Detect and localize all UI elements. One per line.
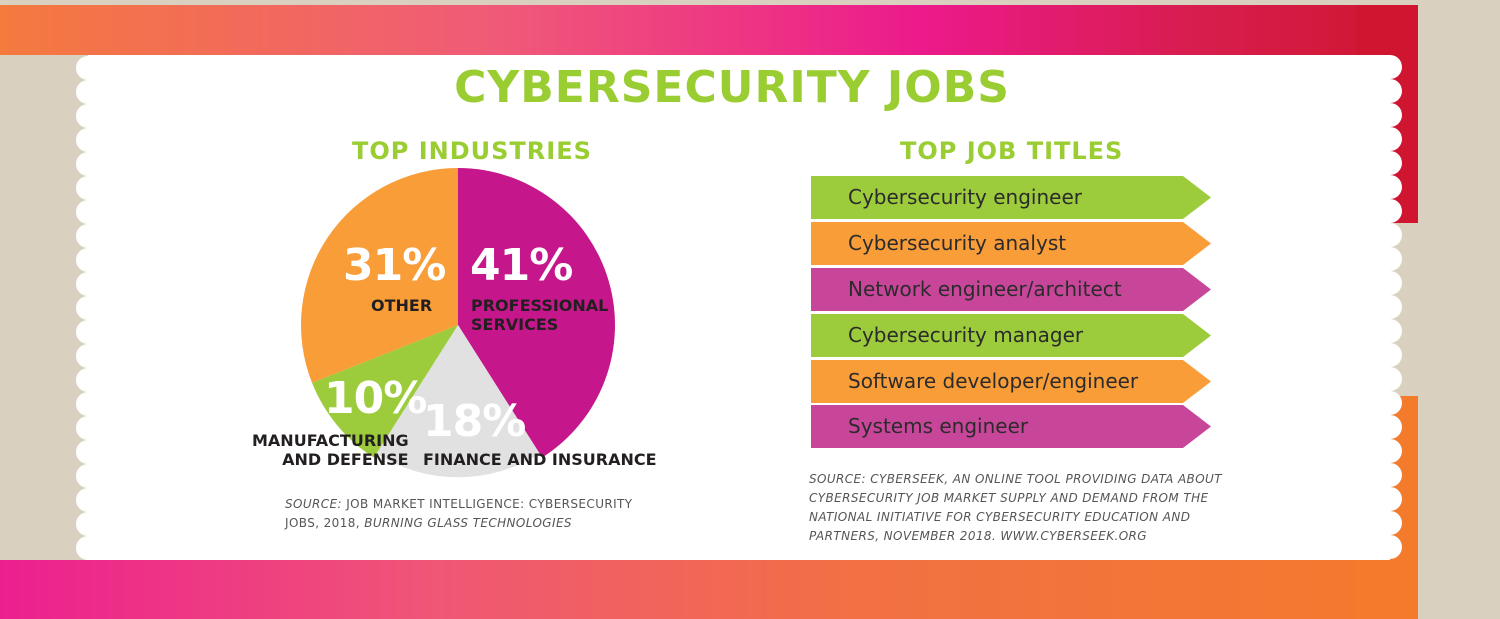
job-title-row: Systems engineer xyxy=(811,405,1211,448)
job-title-label: Cybersecurity analyst xyxy=(848,231,1067,255)
slice-finance-percent: 18% xyxy=(423,396,526,447)
job-title-row: Cybersecurity analyst xyxy=(811,222,1211,265)
slice-professional-services-label: PROFESSIONAL SERVICES xyxy=(471,296,609,334)
job-title-row: Network engineer/architect xyxy=(811,268,1211,311)
pie-slice-manufacturing-and-defense xyxy=(312,325,458,458)
job-title-label: Cybersecurity manager xyxy=(848,323,1084,347)
job-title-row: Cybersecurity engineer xyxy=(811,176,1211,219)
pie-slice-other xyxy=(300,168,458,383)
slice-professional-services-percent: 41% xyxy=(470,240,573,291)
industries-source-note: SOURCE: JOB MARKET INTELLIGENCE: CYBERSE… xyxy=(285,497,633,530)
slice-finance-label: FINANCE AND INSURANCE xyxy=(423,450,657,469)
slice-manufacturing-label: MANUFACTURING AND DEFENSE xyxy=(252,431,409,469)
industries-title: TOP INDUSTRIES xyxy=(352,137,592,165)
job-title-label: Software developer/engineer xyxy=(848,369,1139,393)
top-decorative-band xyxy=(0,5,1418,55)
pie-slice-professional-services xyxy=(458,168,616,458)
job-title-label: Network engineer/architect xyxy=(848,277,1122,301)
job-titles-title: TOP JOB TITLES xyxy=(900,137,1124,165)
job-title-row: Software developer/engineer xyxy=(811,360,1211,403)
slice-other-percent: 31% xyxy=(343,240,446,291)
pie-slice-finance-and-insurance xyxy=(376,325,540,478)
job-title-row: Cybersecurity manager xyxy=(811,314,1211,357)
job-title-label: Cybersecurity engineer xyxy=(848,185,1082,209)
infographic-title: CYBERSECURITY JOBS xyxy=(454,62,1010,113)
job-title-label: Systems engineer xyxy=(848,414,1029,438)
slice-other-label: OTHER xyxy=(371,296,433,315)
job-titles-source-note: SOURCE: CYBERSEEK, AN ONLINE TOOL PROVID… xyxy=(809,472,1222,543)
slice-manufacturing-percent: 10% xyxy=(324,373,427,424)
bottom-decorative-band xyxy=(0,560,1418,619)
